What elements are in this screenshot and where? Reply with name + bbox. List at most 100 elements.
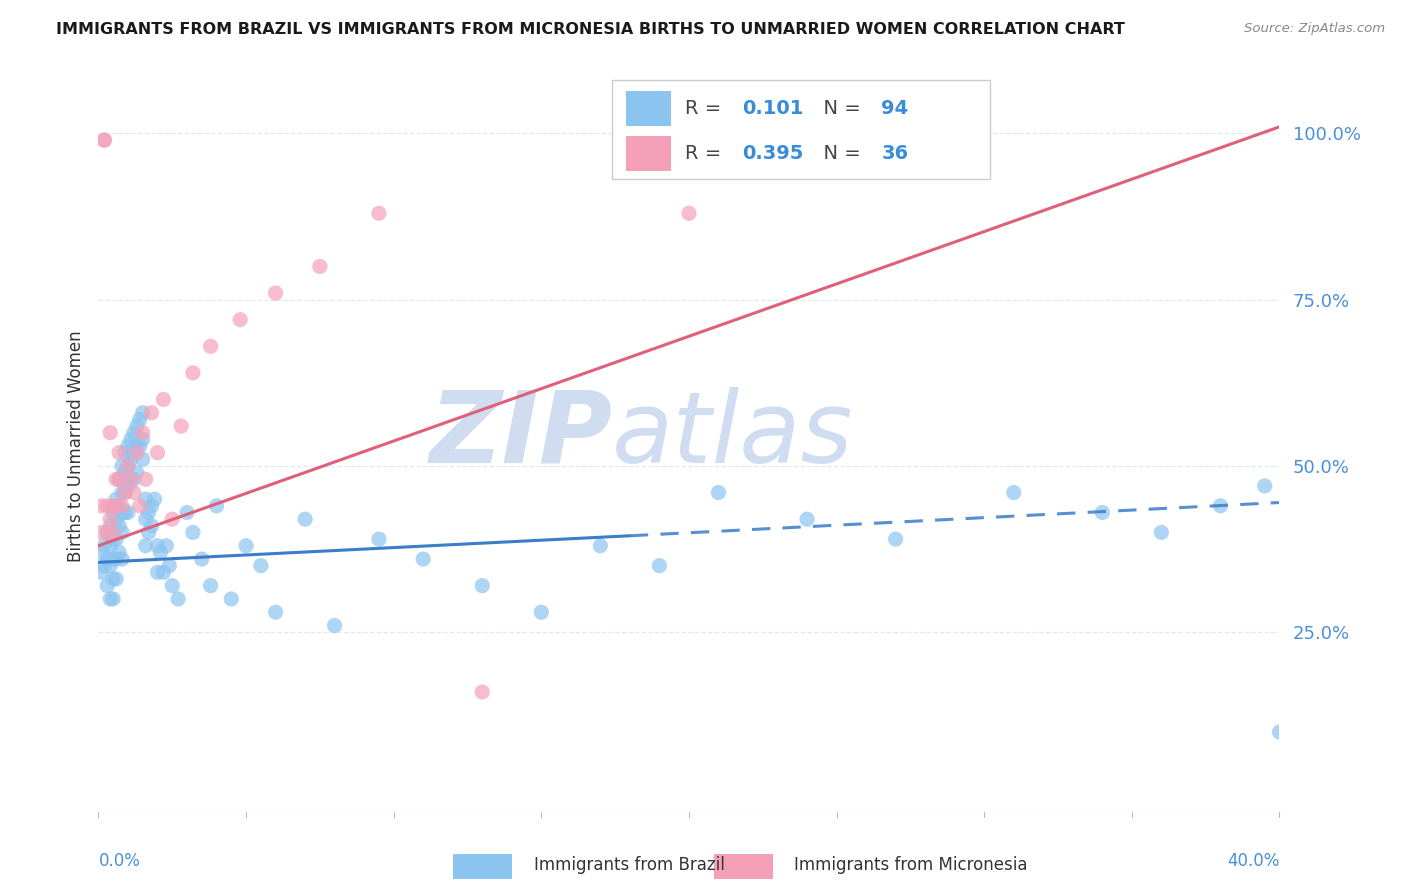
Point — [120, 433, 142, 447]
Point — [108, 472, 131, 486]
Point — [128, 412, 150, 426]
Point — [155, 539, 177, 553]
Bar — [626, 90, 671, 126]
Point — [146, 566, 169, 580]
Point — [250, 558, 273, 573]
Point — [1150, 525, 1173, 540]
Point — [114, 445, 136, 459]
Point — [96, 552, 118, 566]
Point — [125, 466, 148, 480]
Point — [103, 532, 125, 546]
Point — [108, 499, 131, 513]
Point — [170, 419, 193, 434]
FancyBboxPatch shape — [612, 80, 990, 179]
Text: 94: 94 — [882, 99, 908, 118]
Point — [678, 206, 700, 220]
Point — [471, 685, 494, 699]
Point — [294, 512, 316, 526]
Point — [114, 466, 136, 480]
Point — [181, 366, 204, 380]
Y-axis label: Births to Unmarried Women: Births to Unmarried Women — [66, 330, 84, 562]
Point — [323, 618, 346, 632]
Point — [884, 532, 907, 546]
Point — [96, 525, 118, 540]
Point — [200, 339, 222, 353]
Text: 36: 36 — [882, 144, 908, 163]
Point — [132, 433, 155, 447]
Point — [90, 499, 112, 513]
Point — [105, 492, 128, 507]
Point — [117, 458, 139, 473]
Point — [181, 525, 204, 540]
Point — [111, 525, 134, 540]
Point — [221, 591, 243, 606]
Point — [103, 591, 125, 606]
Bar — [626, 136, 671, 171]
Point — [90, 525, 112, 540]
Point — [138, 506, 160, 520]
Point — [120, 452, 142, 467]
Text: 0.101: 0.101 — [742, 99, 803, 118]
Point — [122, 472, 145, 486]
Point — [368, 532, 391, 546]
Point — [264, 286, 287, 301]
Point — [132, 406, 155, 420]
Point — [105, 472, 128, 486]
Point — [205, 499, 228, 513]
Point — [796, 512, 818, 526]
Text: R =: R = — [685, 144, 728, 163]
Point — [128, 439, 150, 453]
Point — [105, 552, 128, 566]
Point — [141, 406, 163, 420]
Point — [141, 499, 163, 513]
Point — [108, 472, 131, 486]
Point — [103, 552, 125, 566]
Point — [191, 552, 214, 566]
Point — [125, 419, 148, 434]
Point — [93, 539, 115, 553]
Point — [98, 518, 121, 533]
Point — [138, 525, 160, 540]
Point — [143, 492, 166, 507]
Point — [1002, 485, 1025, 500]
Point — [117, 506, 139, 520]
Point — [120, 472, 142, 486]
Text: R =: R = — [685, 99, 728, 118]
Point — [146, 539, 169, 553]
Text: N =: N = — [811, 99, 866, 118]
Point — [152, 566, 174, 580]
Point — [122, 445, 145, 459]
Point — [111, 458, 134, 473]
Point — [98, 425, 121, 440]
Point — [1091, 506, 1114, 520]
Point — [93, 133, 115, 147]
Point — [103, 499, 125, 513]
Point — [530, 605, 553, 619]
Point — [98, 591, 121, 606]
Point — [167, 591, 190, 606]
Point — [157, 558, 180, 573]
Point — [111, 552, 134, 566]
Point — [105, 572, 128, 586]
Point — [117, 458, 139, 473]
Point — [176, 506, 198, 520]
Point — [132, 452, 155, 467]
Point — [132, 425, 155, 440]
Point — [98, 512, 121, 526]
Point — [96, 499, 118, 513]
Point — [162, 512, 183, 526]
Point — [103, 572, 125, 586]
Point — [128, 499, 150, 513]
Text: N =: N = — [811, 144, 866, 163]
Point — [152, 392, 174, 407]
Point — [135, 512, 157, 526]
Point — [108, 518, 131, 533]
Point — [264, 605, 287, 619]
Point — [93, 133, 115, 147]
Point — [412, 552, 434, 566]
Point — [368, 206, 391, 220]
Point — [120, 472, 142, 486]
Point — [125, 445, 148, 459]
Point — [98, 539, 121, 553]
Point — [229, 312, 252, 326]
